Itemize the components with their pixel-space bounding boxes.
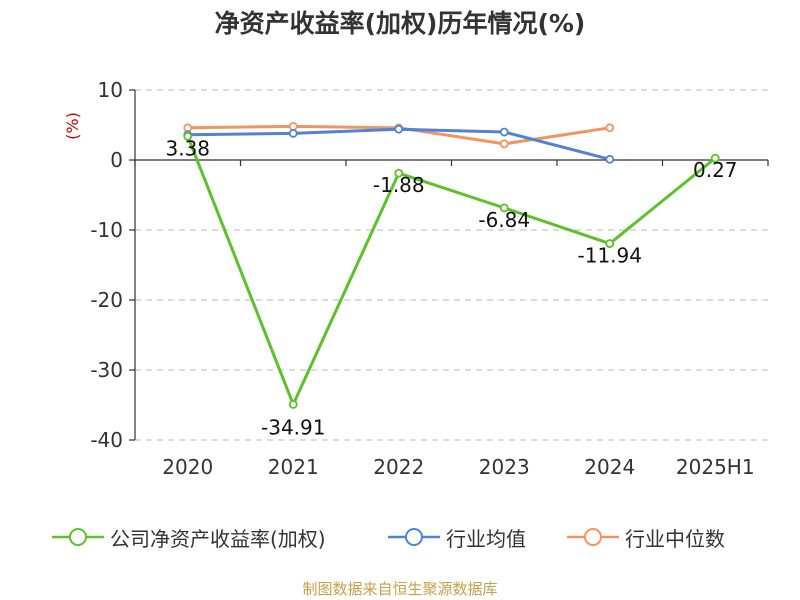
x-tick-label: 2023 — [479, 455, 530, 479]
legend-label: 行业中位数 — [625, 526, 725, 551]
legend-label: 公司净资产收益率(加权) — [110, 526, 326, 551]
data-point — [710, 153, 720, 163]
legend-label: 行业均值 — [446, 526, 526, 551]
y-tick-label: -40 — [90, 428, 123, 452]
source-note: 制图数据来自恒生聚源数据库 — [302, 580, 498, 598]
legend: 公司净资产收益率(加权) 行业均值 行业中位数 — [0, 519, 800, 555]
data-label: -1.88 — [373, 173, 425, 197]
legend-line-circle-icon — [388, 528, 440, 546]
data-label: 3.38 — [165, 136, 210, 160]
data-point — [288, 399, 298, 409]
series-line — [186, 135, 717, 406]
data-label: -6.84 — [478, 208, 530, 232]
data-point — [183, 123, 193, 133]
data-point — [605, 239, 615, 248]
data-point — [499, 203, 509, 213]
x-tick-label: 2025H1 — [676, 455, 755, 479]
legend-item: 行业中位数 — [567, 519, 725, 555]
chart-title: 净资产收益率(加权)历年情况(%) — [214, 9, 586, 38]
data-point — [499, 127, 509, 137]
legend-item: 公司净资产收益率(加权) — [52, 519, 326, 555]
data-point — [394, 168, 404, 178]
y-tick-label: 10 — [98, 78, 123, 102]
data-point — [605, 154, 615, 164]
y-tick-label: -30 — [90, 358, 123, 382]
x-tick-label: 2022 — [373, 455, 424, 479]
data-point — [499, 139, 509, 149]
legend-item: 行业均值 — [388, 519, 526, 555]
data-point — [183, 131, 193, 141]
series-line — [187, 127, 611, 161]
data-label: -11.94 — [578, 244, 642, 268]
data-point — [394, 124, 404, 134]
x-tick-label: 2021 — [268, 455, 319, 479]
x-tick-label: 2020 — [162, 455, 213, 479]
data-point — [288, 128, 298, 138]
data-point — [288, 122, 298, 131]
legend-line-circle-icon — [52, 528, 104, 546]
x-tick-label: 2024 — [584, 455, 635, 479]
data-point — [605, 123, 615, 133]
y-tick-label: -20 — [90, 288, 123, 312]
data-label: -34.91 — [261, 415, 325, 439]
data-label: 0.27 — [693, 158, 738, 182]
legend-line-circle-icon — [567, 528, 619, 546]
y-tick-label: -10 — [90, 218, 123, 242]
y-axis-label: (%) — [63, 112, 82, 140]
y-tick-label: 0 — [110, 148, 123, 172]
